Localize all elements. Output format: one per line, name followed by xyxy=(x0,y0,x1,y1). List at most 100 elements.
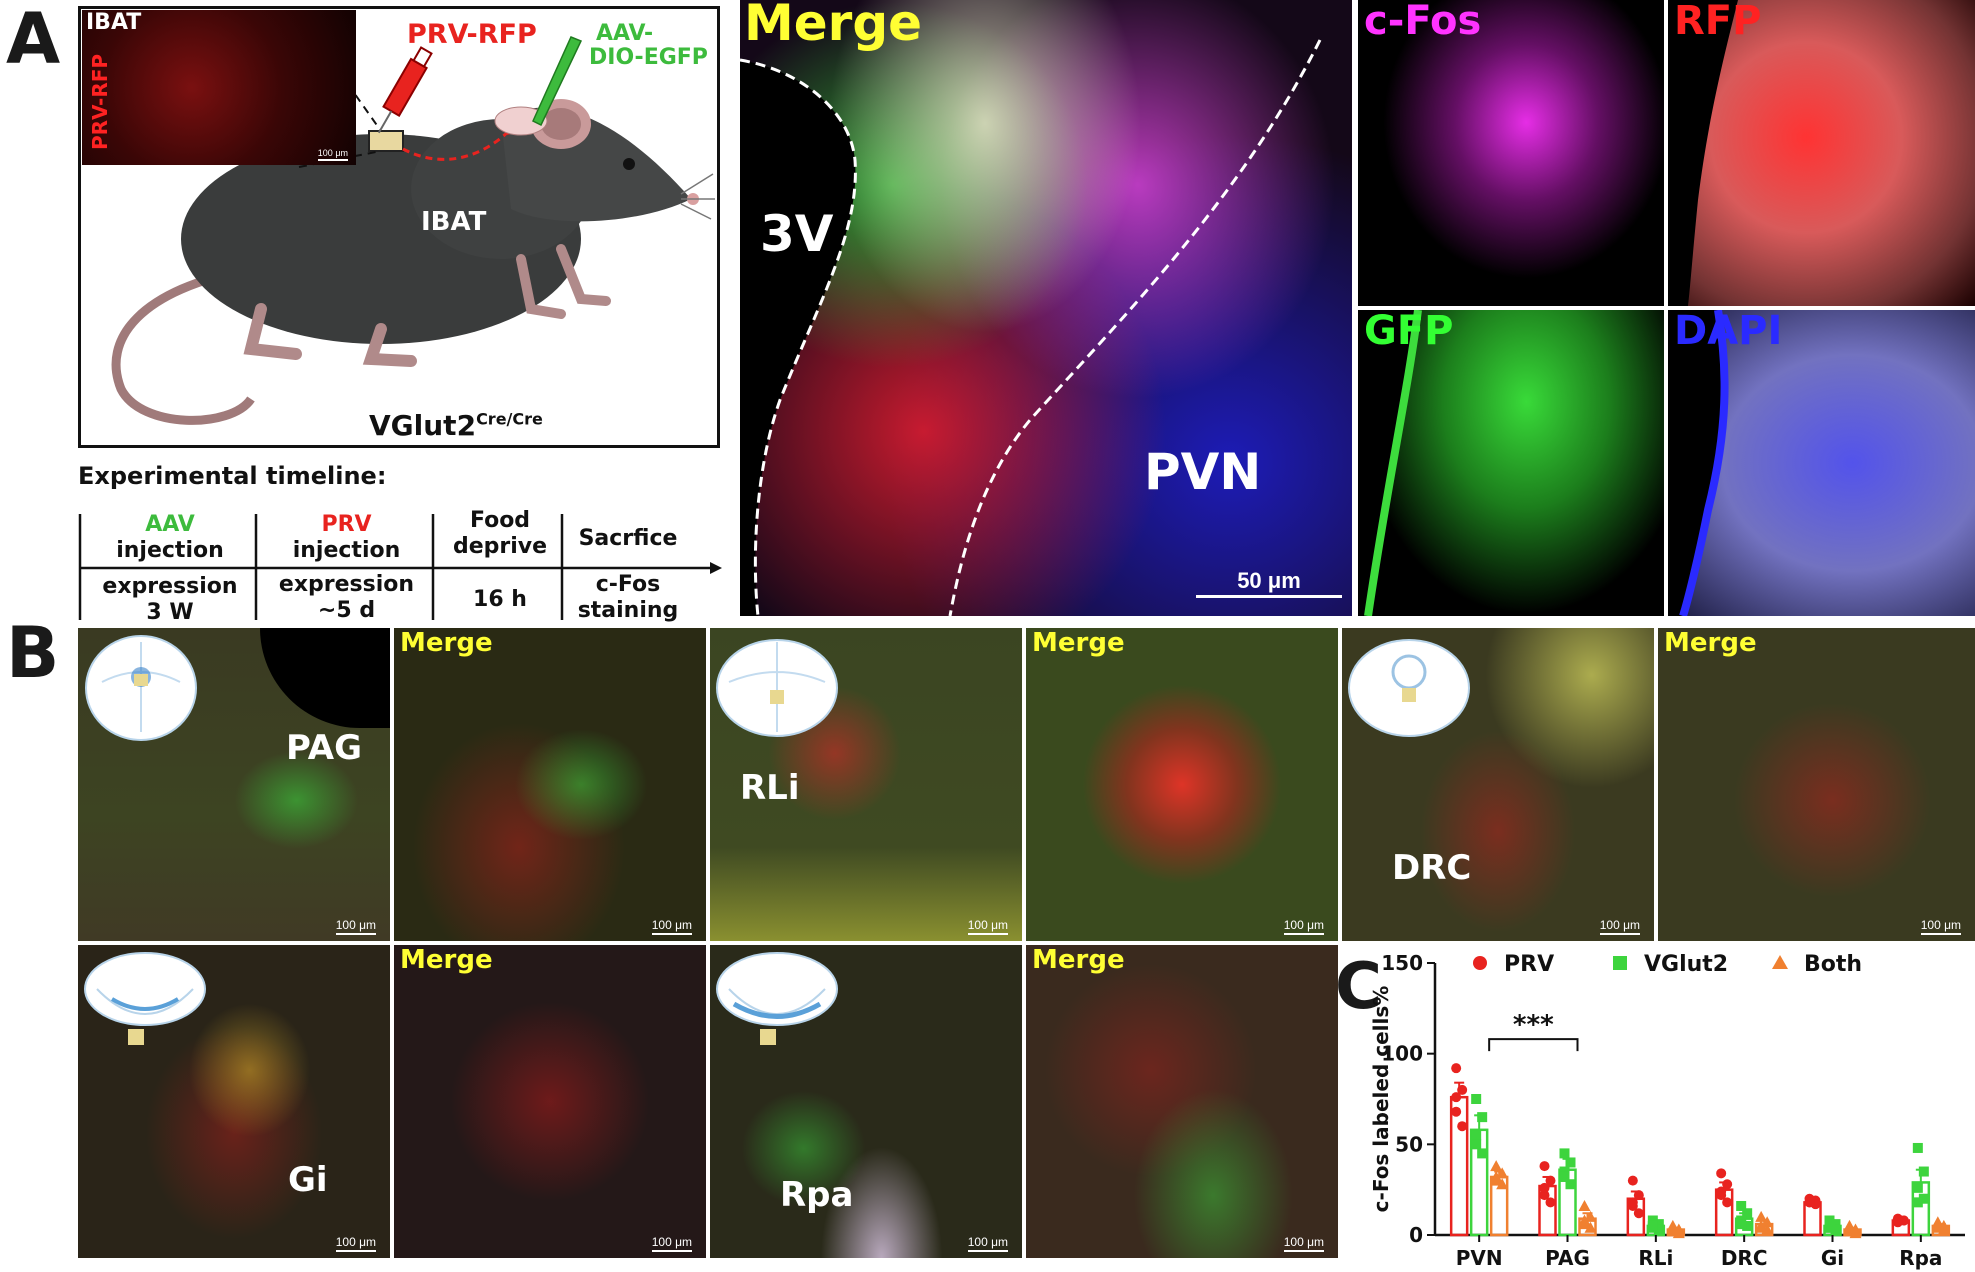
data-point-vglut2 xyxy=(1912,1197,1923,1208)
data-point-vglut2 xyxy=(1653,1224,1664,1235)
data-point-vglut2 xyxy=(1565,1157,1576,1168)
mouse-strain-superscript: Cre/Cre xyxy=(476,409,543,429)
data-point-vglut2 xyxy=(1647,1220,1658,1231)
rfp-label: RFP xyxy=(1674,0,1762,44)
scale-bar: 100 μm xyxy=(1920,918,1961,935)
y-axis-label: c-Fos labeled cells% xyxy=(1369,986,1393,1213)
rli-overview-image: RLi 100 μm xyxy=(710,628,1022,941)
data-point-prv xyxy=(1804,1197,1815,1208)
legend-label: Both xyxy=(1804,952,1862,977)
data-point-vglut2 xyxy=(1912,1142,1923,1153)
data-point-vglut2 xyxy=(1736,1219,1747,1230)
merge-label: Merge xyxy=(1032,945,1125,975)
panel-letter-b: B xyxy=(6,612,60,694)
timeline-axis xyxy=(78,514,722,620)
data-point-vglut2 xyxy=(1830,1224,1841,1235)
chart-svg: 0 50 100 150 c-Fos labeled cells% PRV VGlut2 Bo… xyxy=(1369,951,1965,1270)
data-point-vglut2 xyxy=(1477,1148,1488,1159)
data-point-prv xyxy=(1545,1197,1556,1208)
gi-overview-image: Gi 100 μm xyxy=(78,945,390,1258)
timeline-title: Experimental timeline: xyxy=(78,462,387,490)
data-point-vglut2 xyxy=(1559,1171,1570,1182)
mouse-strain-label: VGlut2Cre/Cre xyxy=(369,409,543,442)
data-point-both xyxy=(1755,1221,1768,1233)
merge-scale-bar: 50 μm xyxy=(1196,568,1342,598)
data-point-prv xyxy=(1892,1215,1903,1226)
region-label-drc: DRC xyxy=(1392,848,1472,888)
timeline-step-prv-top: PRV injection xyxy=(292,512,401,563)
data-point-prv xyxy=(1457,1084,1468,1095)
data-point-both xyxy=(1496,1178,1509,1190)
timeline-step-aav-top: AAV injection xyxy=(116,512,224,563)
pvn-label: PVN xyxy=(1144,443,1262,501)
scale-bar: 100 μm xyxy=(651,1235,692,1252)
x-tick-label: PVN xyxy=(1456,1246,1503,1270)
data-point-both xyxy=(1937,1223,1950,1235)
data-point-vglut2 xyxy=(1736,1200,1747,1211)
data-point-prv xyxy=(1627,1197,1638,1208)
data-point-vglut2 xyxy=(1477,1112,1488,1123)
data-point-vglut2 xyxy=(1918,1166,1929,1177)
data-point-prv xyxy=(1627,1175,1638,1186)
data-point-vglut2 xyxy=(1471,1130,1482,1141)
cfos-label: c-Fos xyxy=(1364,0,1482,44)
ibat-label: IBAT xyxy=(421,207,487,237)
aav-label-line2: DIO-EGFP xyxy=(589,45,708,70)
timeline-step-sacrifice-top: Sacrfice xyxy=(578,526,678,551)
scale-bar: 100 μm xyxy=(335,918,376,935)
timeline-step-aav-bottom: expression 3 W xyxy=(102,574,238,625)
legend-marker-prv xyxy=(1473,956,1487,970)
timeline-step-prv-bottom: expression ~5 d xyxy=(278,572,415,623)
data-point-vglut2 xyxy=(1471,1094,1482,1104)
data-point-both xyxy=(1496,1167,1509,1179)
x-tick-label: PAG xyxy=(1545,1246,1590,1270)
data-point-both xyxy=(1490,1170,1503,1182)
data-point-prv xyxy=(1451,1063,1462,1074)
data-point-vglut2 xyxy=(1824,1222,1835,1233)
x-tick-label: Gi xyxy=(1821,1246,1844,1270)
data-point-both xyxy=(1490,1160,1503,1172)
data-point-vglut2 xyxy=(1830,1219,1841,1230)
inset-scale-bar: 100 μm xyxy=(317,148,348,161)
dapi-label: DAPI xyxy=(1674,310,1783,354)
data-point-vglut2 xyxy=(1918,1193,1929,1204)
merge-label: Merge xyxy=(1032,628,1125,658)
y-tick-label: 0 xyxy=(1409,1223,1423,1247)
rpa-merge-image: Merge 100 μm xyxy=(1026,945,1338,1258)
ibat-inset-image: IBAT PRV-RFP 100 μm xyxy=(82,10,356,165)
data-point-prv xyxy=(1716,1186,1727,1197)
pag-merge-image: Merge 100 μm xyxy=(394,628,706,941)
data-point-prv xyxy=(1722,1197,1733,1208)
merge-label: Merge xyxy=(744,0,923,52)
scale-bar: 100 μm xyxy=(1599,918,1640,935)
brain-atlas-icon xyxy=(1348,639,1470,737)
data-point-prv xyxy=(1539,1161,1550,1172)
brain-atlas-icon xyxy=(716,952,838,1045)
region-label-pag: PAG xyxy=(286,728,363,768)
data-point-vglut2 xyxy=(1559,1166,1570,1177)
panel-letter-c: C xyxy=(1335,950,1382,1024)
region-label-rpa: Rpa xyxy=(780,1175,854,1215)
y-tick-label: 50 xyxy=(1395,1132,1423,1156)
scale-bar: 100 μm xyxy=(967,1235,1008,1252)
data-point-prv xyxy=(1457,1121,1468,1132)
data-point-prv xyxy=(1539,1190,1550,1201)
data-point-prv xyxy=(1633,1190,1644,1201)
data-point-prv xyxy=(1722,1179,1733,1190)
data-point-vglut2 xyxy=(1559,1148,1570,1159)
brain-atlas-icon xyxy=(84,952,206,1045)
x-tick-label: DRC xyxy=(1721,1246,1768,1270)
merge-label: Merge xyxy=(400,945,493,975)
x-tick-label: Rpa xyxy=(1899,1246,1942,1270)
data-point-vglut2 xyxy=(1824,1215,1835,1226)
region-label-gi: Gi xyxy=(288,1160,328,1200)
gi-merge-image: Merge 100 μm xyxy=(394,945,706,1258)
data-point-both xyxy=(1843,1223,1856,1235)
legend-marker-both xyxy=(1772,955,1788,969)
data-point-both xyxy=(1666,1223,1679,1235)
drc-merge-image: Merge 100 μm xyxy=(1658,628,1975,941)
data-point-prv xyxy=(1451,1092,1462,1103)
scale-bar: 100 μm xyxy=(651,918,692,935)
schematic-box: IBAT PRV-RFP 100 μm PRV-RFP AAV- DIO-EGF… xyxy=(78,6,720,448)
data-point-both xyxy=(1931,1219,1944,1231)
